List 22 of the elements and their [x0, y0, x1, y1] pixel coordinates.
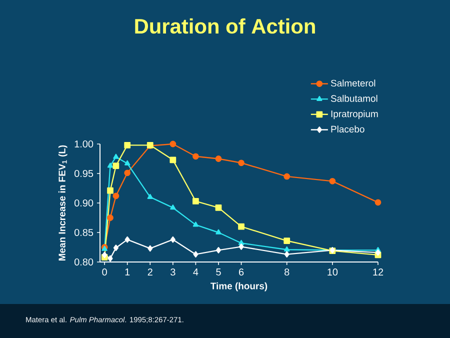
x-tick-label: 10	[328, 268, 338, 276]
x-tick-label: 1	[125, 268, 130, 276]
x-tick-label: 6	[239, 268, 244, 276]
legend-label: Placebo	[331, 126, 364, 133]
x-tick-label: 8	[284, 268, 290, 276]
legend-label: Salbutamol	[330, 94, 378, 102]
x-tick-label: 2	[148, 268, 152, 276]
x-axis-title: Time (hours)	[210, 282, 268, 292]
x-tick-label: 5	[216, 268, 221, 276]
y-tick-label: 1.00	[74, 140, 94, 148]
x-tick-label: 3	[170, 268, 176, 276]
y-axis-title: Mean Increase in FEV$_{1}$ (L)	[58, 145, 68, 260]
x-tick-label: 12	[373, 268, 384, 276]
y-tick-label: 0.95	[74, 170, 94, 178]
x-tick-label: 4	[193, 268, 198, 276]
x-tick-label: 0	[102, 268, 107, 276]
legend-label: Ipratropium	[331, 110, 378, 120]
chart-title: Duration of Action	[135, 18, 315, 34]
y-tick-label: 0.80	[74, 258, 94, 266]
y-tick-label: 0.90	[74, 199, 94, 207]
y-tick-label: 0.85	[74, 228, 94, 236]
legend-label: Salmeterol	[330, 80, 376, 87]
